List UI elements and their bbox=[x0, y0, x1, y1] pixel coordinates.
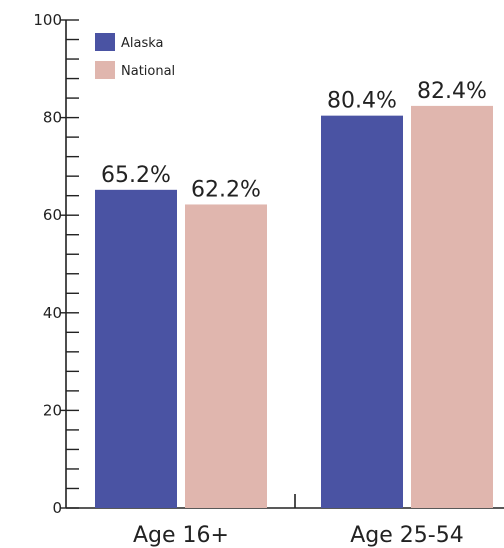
y-tick-label: 100 bbox=[33, 11, 62, 29]
data-labels: 65.2% 62.2% 80.4% 82.4% bbox=[101, 79, 487, 203]
bar-alaska-1 bbox=[95, 189, 177, 508]
y-tick-label: 0 bbox=[52, 499, 62, 517]
legend-label: Alaska bbox=[121, 36, 164, 51]
legend-label: National bbox=[121, 64, 175, 79]
y-tick-label: 40 bbox=[43, 304, 62, 322]
bars bbox=[95, 105, 493, 509]
data-label: 80.4% bbox=[327, 89, 397, 114]
y-tick-label: 60 bbox=[43, 206, 62, 224]
x-category-label: Age 25-54 bbox=[350, 523, 463, 548]
bar-alaska-2 bbox=[321, 115, 403, 508]
y-ticks: 0 20 40 60 80 100 bbox=[33, 11, 79, 517]
data-label: 65.2% bbox=[101, 163, 171, 188]
bar-national-2 bbox=[411, 105, 493, 508]
bar-national-1 bbox=[185, 204, 267, 509]
category-labels: Age 16+ Age 25-54 bbox=[133, 523, 464, 548]
x-category-label: Age 16+ bbox=[133, 523, 229, 548]
data-label: 82.4% bbox=[417, 79, 487, 104]
legend-swatch-national bbox=[95, 61, 115, 79]
y-tick-label: 80 bbox=[43, 109, 62, 127]
legend: Alaska National bbox=[95, 33, 175, 79]
y-tick-label: 20 bbox=[43, 401, 62, 419]
legend-swatch-alaska bbox=[95, 33, 115, 51]
data-label: 62.2% bbox=[191, 177, 261, 202]
